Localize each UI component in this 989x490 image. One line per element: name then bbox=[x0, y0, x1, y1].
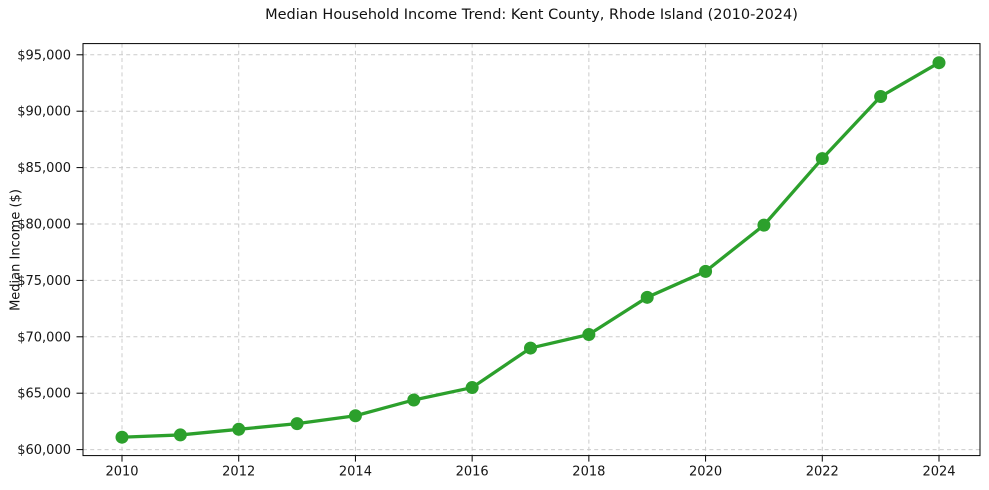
data-point-2022 bbox=[815, 152, 829, 166]
data-point-2023 bbox=[874, 90, 888, 104]
y-tick-label: $70,000 bbox=[17, 330, 71, 345]
y-tick-label: $95,000 bbox=[17, 48, 71, 63]
x-tick-label: 2016 bbox=[456, 465, 489, 480]
data-point-2018 bbox=[582, 328, 596, 342]
data-point-2024 bbox=[932, 56, 946, 70]
chart-title: Median Household Income Trend: Kent Coun… bbox=[265, 7, 798, 23]
x-tick-label: 2020 bbox=[689, 465, 722, 480]
data-point-2020 bbox=[699, 264, 713, 278]
data-point-2015 bbox=[407, 393, 421, 407]
y-tick-label: $90,000 bbox=[17, 105, 71, 120]
y-tick-label: $75,000 bbox=[17, 274, 71, 289]
data-point-2011 bbox=[173, 428, 187, 442]
y-tick-label: $60,000 bbox=[17, 443, 71, 458]
data-point-2017 bbox=[523, 341, 537, 355]
y-tick-label: $85,000 bbox=[17, 161, 71, 176]
x-tick-label: 2012 bbox=[222, 465, 255, 480]
data-point-2016 bbox=[465, 381, 479, 395]
data-point-2012 bbox=[232, 422, 246, 436]
data-point-2010 bbox=[115, 430, 129, 444]
x-tick-label: 2022 bbox=[806, 465, 839, 480]
y-tick-label: $65,000 bbox=[17, 387, 71, 402]
data-point-2014 bbox=[348, 409, 362, 423]
x-tick-label: 2010 bbox=[105, 465, 138, 480]
trend-line bbox=[120, 61, 941, 439]
x-tick-label: 2014 bbox=[339, 465, 372, 480]
data-point-2019 bbox=[640, 290, 654, 304]
x-tick-label: 2018 bbox=[572, 465, 605, 480]
data-point-2021 bbox=[757, 218, 771, 232]
x-tick-label: 2024 bbox=[922, 465, 955, 480]
plot-border bbox=[82, 43, 981, 457]
data-point-2013 bbox=[290, 417, 304, 431]
y-tick-label: $80,000 bbox=[17, 218, 71, 233]
